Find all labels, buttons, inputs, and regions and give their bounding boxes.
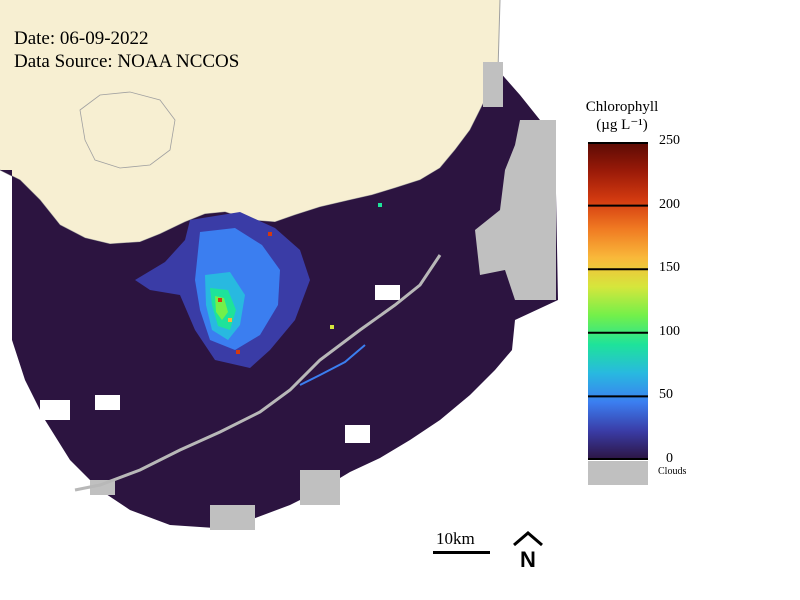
- clouds-label: Clouds: [658, 466, 687, 477]
- florida-keys: [74, 254, 442, 492]
- colorbar-tick-lines: [588, 142, 648, 460]
- scalebar-line: [433, 551, 490, 554]
- colorbar-tick-label: 50: [659, 387, 673, 403]
- date-label: Date: 06-09-2022: [14, 28, 149, 49]
- colorbar-tick-label: 150: [659, 260, 680, 276]
- colorbar-tick-label: 200: [659, 196, 680, 212]
- keys-bloom: [299, 344, 366, 386]
- data-source-label: Data Source: NOAA NCCOS: [14, 51, 240, 72]
- cloud-cover: [90, 62, 556, 530]
- land-mass: [0, 0, 500, 244]
- colorbar-tick-label: 100: [659, 323, 680, 339]
- chlorophyll-map: [0, 0, 558, 530]
- north-label: N: [520, 547, 536, 570]
- colorbar-tick-label: 250: [659, 133, 680, 148]
- inland-water-outline: [79, 91, 176, 169]
- clouds-swatch: [588, 461, 648, 485]
- legend-title-line1: Chlorophyll: [585, 99, 659, 115]
- scalebar-label: 10km: [436, 529, 475, 548]
- no-data-areas: [40, 285, 400, 443]
- legend-title: Chlorophyll (µg L⁻¹): [572, 98, 672, 134]
- legend-title-line2: (µg L⁻¹): [596, 117, 648, 133]
- chlorophyll-bloom: [135, 203, 382, 368]
- colorbar: [588, 142, 648, 460]
- colorbar-tick-label: 0: [666, 451, 673, 466]
- north-arrow-icon: N: [513, 531, 543, 570]
